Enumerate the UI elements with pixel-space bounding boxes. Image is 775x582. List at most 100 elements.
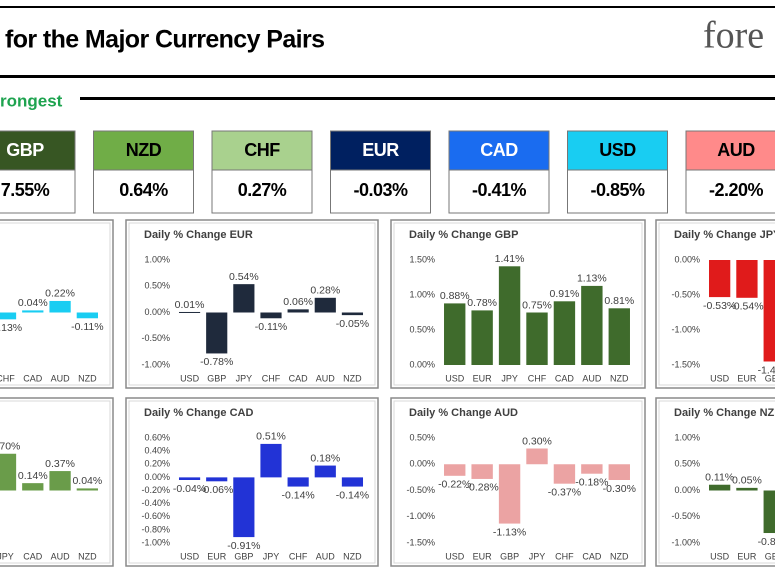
value-label: -0.14%: [336, 489, 369, 501]
x-tick-label: NZD: [610, 551, 629, 561]
bar: [260, 443, 282, 478]
bar: [709, 484, 731, 491]
y-tick-label: -0.40%: [141, 498, 170, 508]
x-tick-label: USD: [710, 373, 730, 383]
value-label: -0.05%: [336, 318, 369, 330]
x-tick-label: USD: [180, 373, 200, 383]
bar: [22, 310, 44, 313]
chart-panel-inner: [658, 222, 775, 386]
y-tick-label: -0.80%: [141, 524, 170, 534]
value-label: 0.81%: [604, 295, 634, 307]
bar: [498, 464, 521, 524]
y-tick-label: 0.50%: [144, 281, 170, 291]
x-tick-label: NZD: [343, 373, 362, 383]
bar: [206, 477, 228, 482]
x-tick-label: NZD: [343, 551, 362, 561]
bar: [314, 297, 336, 313]
bar: [736, 260, 758, 298]
x-tick-label: USD: [180, 551, 200, 561]
tile-body: [93, 169, 194, 214]
tile-name: EUR: [362, 140, 399, 160]
value-label: 0.54%: [229, 271, 259, 283]
y-tick-label: -1.00%: [141, 537, 170, 547]
x-tick-label: CAD: [23, 373, 43, 383]
y-tick-label: 1.00%: [674, 432, 700, 442]
chart-title: Daily % Change JPY: [674, 229, 775, 241]
chart-panel: [655, 397, 775, 567]
tile-name: CHF: [244, 140, 280, 160]
bar: [581, 464, 603, 474]
y-tick-label: 0.00%: [674, 254, 700, 264]
bar: [0, 453, 17, 491]
x-tick-label: NZD: [610, 373, 629, 383]
value-label: -0.06%: [200, 484, 233, 496]
x-tick-label: CHF: [528, 373, 547, 383]
x-tick-label: CAD: [555, 373, 575, 383]
bar: [287, 477, 309, 487]
value-label: 0.37%: [45, 458, 75, 470]
value-label: 0.51%: [256, 431, 286, 443]
value-label: 0.28%: [310, 285, 340, 297]
bar: [233, 477, 255, 538]
tile-value: -0.41%: [472, 180, 527, 200]
value-label: -0.13%: [0, 322, 22, 334]
ranking-rule: [80, 97, 775, 100]
x-tick-label: CHF: [0, 373, 15, 383]
bar: [444, 303, 466, 365]
y-tick-label: 0.50%: [674, 459, 700, 469]
x-tick-label: CHF: [555, 551, 574, 561]
x-tick-label: AUD: [51, 373, 71, 383]
bar: [471, 464, 493, 479]
x-tick-label: NZD: [78, 551, 97, 561]
x-tick-label: CAD: [289, 373, 309, 383]
chart-title: Daily % Change AUD: [409, 407, 518, 419]
y-tick-label: 0.20%: [144, 459, 170, 469]
chart-panel: [655, 219, 775, 389]
x-tick-label: NZD: [78, 373, 97, 383]
bar: [471, 310, 493, 365]
y-tick-label: 0.00%: [144, 307, 170, 317]
value-label: -0.28%: [466, 482, 499, 494]
x-tick-label: AUD: [51, 551, 71, 561]
x-tick-label: AUD: [316, 373, 336, 383]
tile-header: [448, 130, 550, 171]
y-tick-label: 0.50%: [409, 432, 435, 442]
bar: [49, 300, 71, 313]
x-tick-label: GBP: [765, 551, 775, 561]
bar: [526, 448, 548, 465]
bar: [287, 309, 309, 313]
chart-title: Daily % Change EUR: [144, 229, 253, 241]
tile-body: [685, 169, 775, 214]
value-label: 0.04%: [18, 297, 48, 309]
y-tick-label: -1.00%: [671, 537, 700, 547]
value-label: -0.53%: [703, 300, 736, 312]
value-label: 0.04%: [72, 475, 102, 487]
x-tick-label: GBP: [765, 373, 775, 383]
bar: [608, 464, 630, 480]
bar: [553, 464, 576, 484]
x-tick-label: JPY: [529, 551, 546, 561]
value-label: 0.75%: [522, 299, 552, 311]
value-label: -0.14%: [282, 489, 315, 501]
tile-value: 0.64%: [119, 180, 168, 200]
tile-value: -0.03%: [353, 180, 408, 200]
tile-header: [0, 130, 76, 171]
tile-body: [567, 169, 668, 214]
value-label: 0.05%: [732, 475, 762, 487]
value-label: 0.88%: [440, 290, 470, 302]
value-label: -0.11%: [71, 321, 104, 333]
bar: [178, 311, 201, 313]
value-label: 0.78%: [467, 297, 497, 309]
x-tick-label: EUR: [473, 551, 493, 561]
x-tick-label: JPY: [236, 373, 253, 383]
bar: [341, 477, 364, 487]
value-label: 0.22%: [45, 288, 75, 300]
y-tick-label: -0.50%: [671, 289, 700, 299]
tile-value: 7.55%: [1, 180, 50, 200]
x-tick-label: GBP: [500, 551, 519, 561]
bar: [444, 464, 466, 476]
y-tick-label: 0.40%: [144, 446, 170, 456]
x-tick-label: JPY: [263, 551, 280, 561]
x-tick-label: EUR: [473, 373, 493, 383]
bar: [341, 312, 364, 316]
